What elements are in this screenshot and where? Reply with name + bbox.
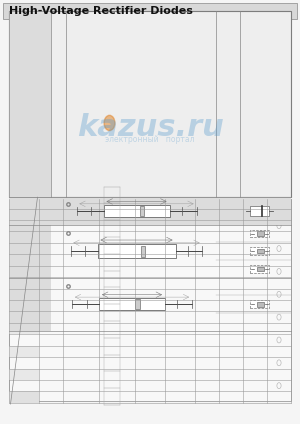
Bar	[250, 206, 269, 215]
Bar	[3, 3, 297, 19]
Bar	[9, 11, 291, 197]
Bar	[9, 277, 39, 289]
Bar	[9, 323, 39, 334]
Text: электронный   портал: электронный портал	[105, 134, 195, 144]
Bar	[103, 205, 169, 217]
Bar	[257, 232, 264, 236]
Bar	[9, 300, 39, 311]
Circle shape	[104, 115, 115, 131]
Bar	[9, 346, 39, 357]
Bar	[250, 265, 269, 273]
Bar	[250, 230, 269, 237]
Bar	[9, 254, 39, 266]
Bar	[250, 248, 269, 255]
Bar	[9, 278, 51, 331]
Bar	[140, 206, 144, 216]
Bar	[9, 199, 291, 401]
Bar	[99, 298, 165, 310]
Text: kazus.ru: kazus.ru	[76, 113, 224, 142]
Bar	[141, 245, 145, 257]
Bar	[136, 299, 140, 309]
Bar	[98, 244, 176, 258]
Bar	[9, 232, 39, 243]
Bar	[9, 209, 39, 220]
Bar	[257, 302, 264, 307]
Text: High-Voltage Rectifier Diodes: High-Voltage Rectifier Diodes	[9, 6, 193, 16]
Bar	[9, 368, 39, 380]
Bar	[9, 391, 39, 403]
Bar	[9, 225, 51, 278]
Bar	[9, 11, 51, 331]
Bar	[9, 197, 291, 225]
Bar	[257, 267, 264, 271]
Bar	[257, 249, 264, 253]
Bar	[250, 300, 269, 309]
